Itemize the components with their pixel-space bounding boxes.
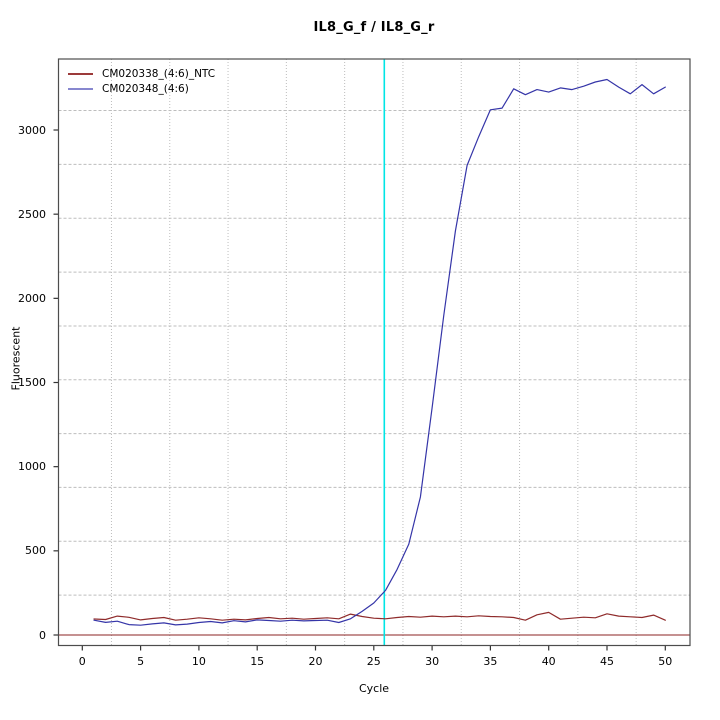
x-tick-label: 45 [600,655,614,668]
legend-label: CM020338_(4:6)_NTC [102,67,216,80]
x-axis-title: Cycle [358,682,390,695]
legend-entry: CM020338_(4:6)_NTC [68,66,215,81]
x-tick-label: 15 [250,655,265,668]
y-tick-label: 2000 [18,291,46,305]
x-tick-label: 5 [137,655,145,668]
x-tick-label: 30 [425,655,440,668]
legend-line-swatch [68,87,93,90]
y-axis-title: Fluorescent [9,326,23,391]
y-tick-label: 3000 [18,123,46,137]
chart-title: IL8_G_f / IL8_G_r [313,20,435,35]
y-tick-label: 1000 [18,460,46,474]
legend-line-swatch [68,72,93,75]
x-tick-label: 40 [541,655,556,668]
x-tick-label: 10 [191,655,206,668]
y-tick-label: 1500 [18,376,46,389]
y-tick-label: 2500 [18,207,46,221]
plot-border [57,58,691,647]
y-tick-label: 500 [25,544,46,558]
x-tick-label: 50 [658,655,673,668]
legend: CM020338_(4:6)_NTC CM020348_(4:6) [68,66,215,96]
series-line-1 [93,78,666,626]
legend-entry: CM020348_(4:6) [68,81,215,96]
x-tick-label: 0 [78,655,86,668]
y-tick-label: 0 [39,628,46,642]
x-tick-label: 20 [308,655,323,668]
x-tick-label: 25 [366,655,381,668]
legend-label: CM020348_(4:6) [102,82,189,95]
series-line-0 [93,611,666,621]
x-tick-label: 35 [483,655,498,668]
